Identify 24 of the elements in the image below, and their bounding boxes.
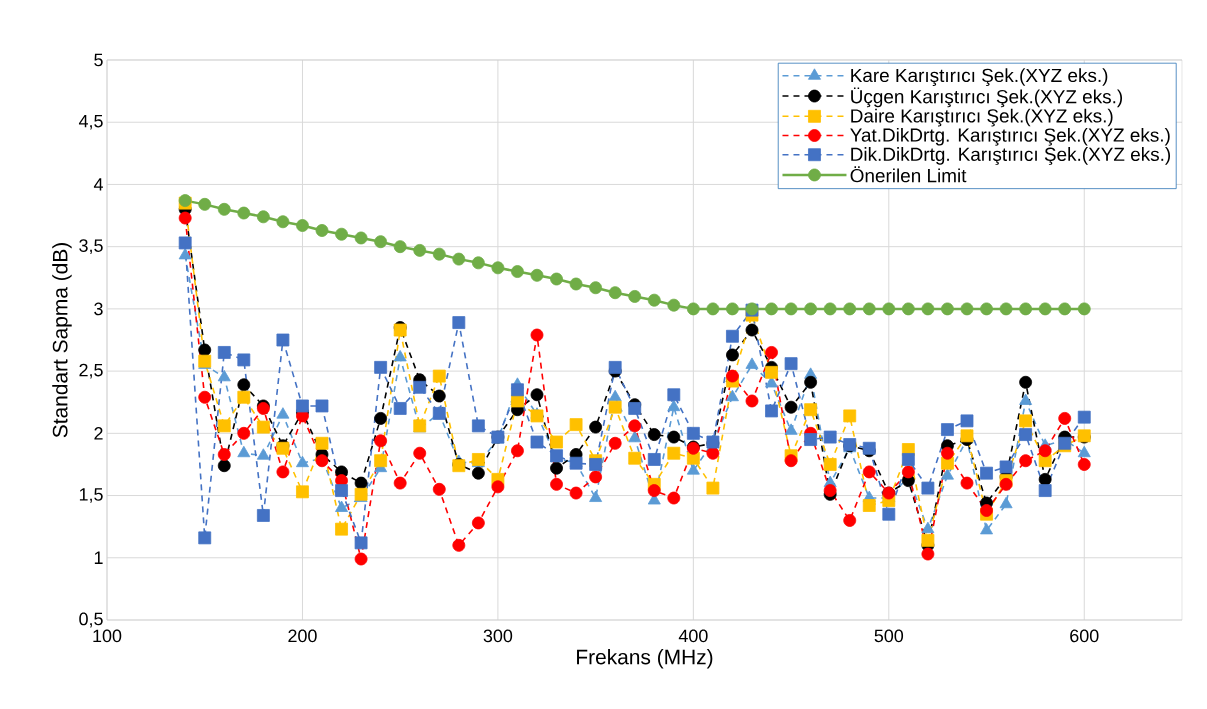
y-tick-label: 4,5 — [78, 114, 103, 130]
y-tick-label: 1 — [94, 551, 103, 564]
x-tick-label: 600 — [1070, 629, 1099, 643]
y-tick-label: 2,5 — [79, 363, 103, 379]
y-axis-title: Standart Sapma (dB) — [52, 243, 72, 438]
legend-label: Dik.DikDrtg. Karıştırıcı Şek.(XYZ eks.) — [851, 147, 1171, 165]
y-tick-label: 4 — [93, 178, 103, 191]
legend-label: Yat.DikDrtg. Karıştırıcı Şek.(XYZ eks.) — [850, 127, 1170, 146]
y-tick-label: 2 — [94, 427, 103, 440]
y-tick-label: 3,5 — [79, 239, 103, 255]
y-tick-label: 0,5 — [79, 612, 103, 628]
x-tick-label: 100 — [93, 629, 122, 643]
y-tick-label: 5 — [94, 53, 103, 67]
x-tick-label: 400 — [678, 629, 708, 643]
legend-label: Kare Karıştırıcı Şek.(XYZ eks.) — [851, 68, 1108, 86]
x-tick-label: 200 — [288, 629, 317, 643]
x-tick-label: 300 — [483, 629, 513, 643]
legend-label: Üçgen Karıştırıcı Şek.(XYZ eks.) — [851, 87, 1123, 108]
y-tick-label: 3 — [94, 302, 103, 316]
x-axis-title: Frekans (MHz) — [577, 649, 713, 669]
x-tick-label: 500 — [874, 629, 904, 643]
y-tick-label: 1,5 — [79, 488, 103, 503]
legend-label: Daire Karıştırıcı Şek.(XYZ eks.) — [851, 108, 1113, 127]
legend-label: Önerilen Limit — [850, 166, 967, 183]
